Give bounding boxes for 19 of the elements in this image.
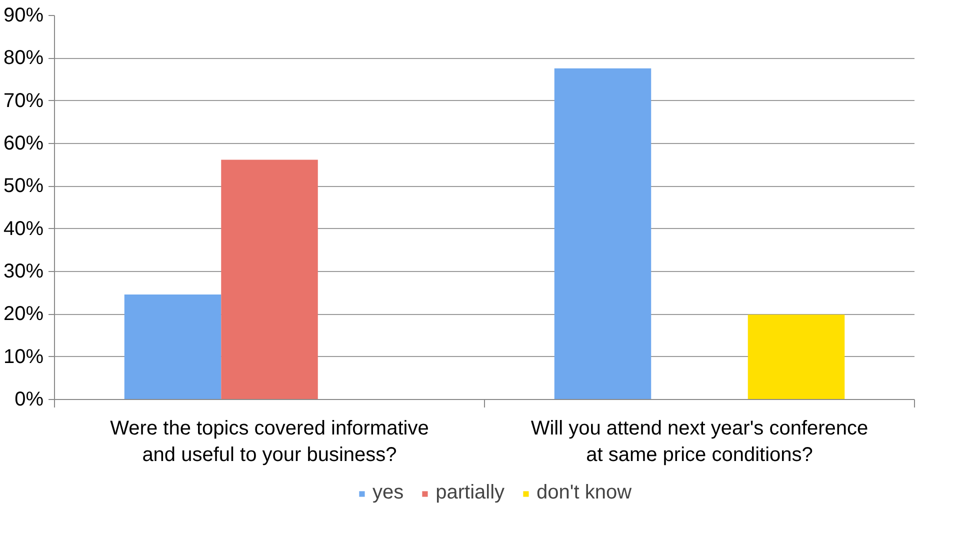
y-tick-label: 60%	[3, 132, 44, 154]
y-tick-label: 90%	[3, 4, 44, 26]
y-tick-label: 0%	[14, 388, 44, 410]
y-tick-label: 20%	[3, 303, 44, 326]
x-tick-label: Were the topics covered informative and useful to your business?	[110, 418, 429, 466]
bar	[554, 68, 652, 400]
y-tick-label: 10%	[3, 346, 44, 368]
y-tick-label: 70%	[3, 90, 44, 112]
bar	[124, 294, 222, 400]
bar	[221, 160, 318, 400]
y-tick-label: 40%	[3, 218, 44, 240]
x-tick-label: Will you attend next year's conference at same price conditions?	[530, 418, 868, 466]
legend-label: partially	[436, 482, 505, 504]
y-tick-label: 50%	[3, 175, 44, 198]
legend-label: don't know	[536, 482, 632, 504]
bar	[748, 314, 845, 400]
y-tick-label: 80%	[3, 47, 44, 70]
y-tick-label: 30%	[3, 260, 44, 282]
legend-label: yes	[372, 482, 404, 504]
